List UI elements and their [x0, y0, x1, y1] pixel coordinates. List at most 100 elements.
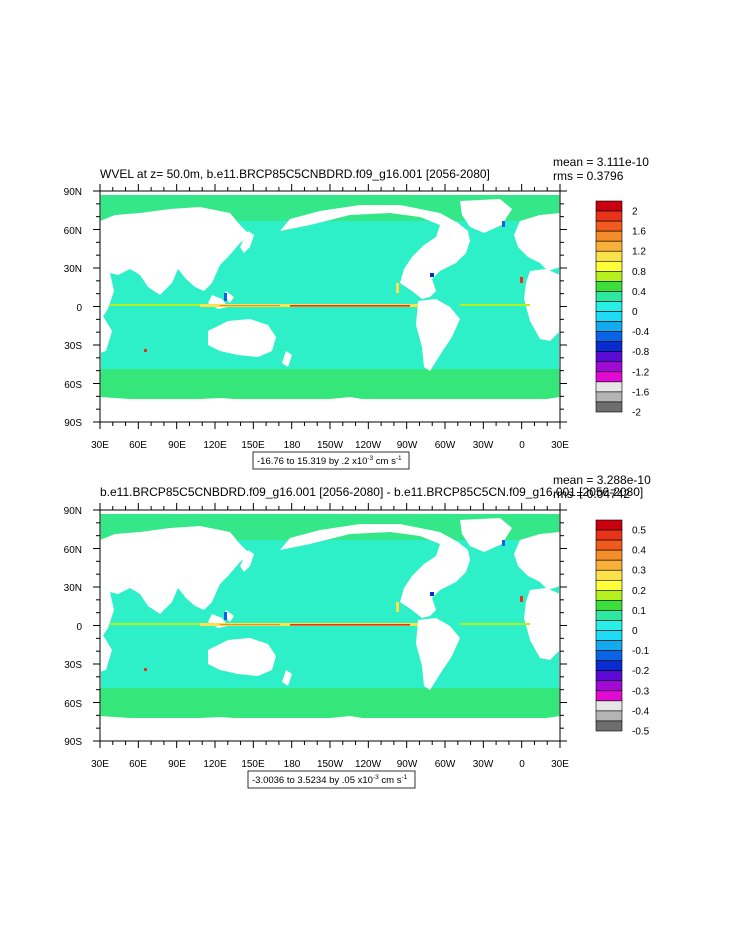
- colorbar-swatch: [595, 301, 623, 312]
- colorbar-swatch: [595, 331, 623, 342]
- panel-2-ticks: [93, 503, 567, 748]
- colorbar-swatch: [595, 401, 623, 413]
- colorbar-label: 0.8: [632, 267, 646, 278]
- lon-label: 30E: [551, 440, 569, 451]
- colorbar-label: 0.4: [632, 287, 646, 298]
- panel-2-mean: mean = 3.288e-10: [553, 473, 651, 487]
- colorbar-label: 0.5: [632, 526, 646, 537]
- panel-1-range-box: -16.76 to 15.319 by .2 x10-3 cm s-1: [252, 451, 410, 470]
- lat-label: 30S: [64, 341, 82, 352]
- colorbar-swatch: [595, 690, 623, 702]
- colorbar-swatch: [595, 391, 623, 403]
- lon-label: 150W: [317, 440, 344, 451]
- colorbar-swatch: [595, 650, 623, 661]
- lon-label: 150W: [317, 759, 344, 770]
- colorbar-swatch: [595, 361, 623, 373]
- colorbar-swatch: [595, 670, 623, 682]
- colorbar-swatch: [595, 321, 623, 332]
- lat-label: 30N: [64, 583, 82, 594]
- colorbar-label: -1.2: [632, 367, 650, 378]
- lon-label: 30E: [551, 759, 569, 770]
- colorbar-swatch: [595, 519, 623, 531]
- colorbar-swatch: [595, 620, 623, 631]
- lon-label: 0: [519, 440, 525, 451]
- lat-label: 90S: [64, 418, 82, 429]
- lat-label: 60N: [64, 226, 82, 237]
- colorbar-swatch: [595, 610, 623, 621]
- lon-label: 150E: [241, 440, 265, 451]
- colorbar-swatch: [595, 630, 623, 641]
- colorbar-label: -2: [632, 408, 641, 419]
- colorbar-swatch: [595, 640, 623, 651]
- lat-label: 90S: [64, 737, 82, 748]
- colorbar-label: -0.4: [632, 706, 650, 717]
- colorbar-swatch: [595, 381, 623, 393]
- lat-label: 60N: [64, 545, 82, 556]
- lon-label: 120E: [203, 440, 227, 451]
- colorbar-label: 1.2: [632, 247, 646, 258]
- colorbar-label: 1.6: [632, 227, 646, 238]
- panel-2-lon-axis: 30E 60E 90E 120E 150E 180 150W 120W 90W …: [91, 759, 569, 770]
- panel-1-title: WVEL at z= 50.0m, b.e11.BRCP85C5CNBDRD.f…: [100, 167, 490, 181]
- colorbar-swatch: [595, 291, 623, 302]
- panel-2-colorbar: 0.5 0.4 0.3 0.2 0.1 0 -0.1 -0.2 -0.3 -0.4 -0.5: [595, 519, 650, 738]
- lon-label: 30E: [91, 440, 109, 451]
- lon-label: 90E: [168, 440, 186, 451]
- colorbar-swatch: [595, 710, 623, 722]
- colorbar-swatch: [595, 371, 623, 383]
- colorbar-swatch: [595, 341, 623, 353]
- colorbar-swatch: [595, 529, 623, 541]
- colorbar-label: -0.1: [632, 646, 650, 657]
- colorbar-swatch: [595, 680, 623, 692]
- panel-2-range-label: -3.0036 to 3.5234 by .05 x10-3 cm s-1: [252, 774, 408, 786]
- lon-label: 30W: [473, 440, 494, 451]
- lon-label: 180: [284, 759, 301, 770]
- lon-label: 0: [519, 759, 525, 770]
- colorbar-swatch: [595, 660, 623, 672]
- colorbar-swatch: [595, 311, 623, 322]
- colorbar-swatch: [595, 240, 623, 252]
- colorbar-swatch: [595, 569, 623, 581]
- colorbar-label: 0.2: [632, 586, 646, 597]
- panel-1-mean: mean = 3.111e-10: [553, 155, 649, 169]
- lat-label: 0: [76, 303, 82, 314]
- lon-label: 90E: [168, 759, 186, 770]
- panel-1-rms: rms = 0.3796: [553, 169, 624, 183]
- colorbar-swatch: [595, 210, 623, 222]
- panel-2-range-box-frame: [247, 770, 416, 789]
- lon-label: 180: [284, 440, 301, 451]
- colorbar-label: 2: [632, 207, 638, 218]
- colorbar-swatch: [595, 579, 623, 591]
- lon-label: 60E: [129, 440, 147, 451]
- colorbar-swatch: [595, 351, 623, 363]
- colorbar-label: 0.3: [632, 566, 646, 577]
- colorbar-swatch: [595, 250, 623, 262]
- lat-label: 30S: [64, 660, 82, 671]
- panel-1-ticks: [93, 184, 567, 429]
- lon-label: 60W: [435, 759, 456, 770]
- colorbar-swatch: [595, 539, 623, 551]
- colorbar-swatch: [595, 260, 623, 272]
- colorbar-swatch: [595, 549, 623, 561]
- colorbar-swatch: [595, 559, 623, 571]
- panel-2-rms: rms = 0.04742: [553, 487, 630, 501]
- colorbar-label: 0: [632, 307, 638, 318]
- lat-label: 90N: [64, 187, 82, 198]
- colorbar-label: -1.6: [632, 387, 650, 398]
- lat-label: 0: [76, 622, 82, 633]
- colorbar-swatch: [595, 200, 623, 212]
- colorbar-swatch: [595, 281, 623, 292]
- panel-2-map: [100, 510, 560, 741]
- lon-label: 120E: [203, 759, 227, 770]
- lat-label: 60S: [64, 380, 82, 391]
- colorbar-swatch: [595, 600, 623, 611]
- lat-label: 30N: [64, 264, 82, 275]
- colorbar-swatch: [595, 230, 623, 242]
- colorbar-swatch: [595, 590, 623, 601]
- panel-2: mean = 3.288e-10 rms = 0.04742 b.e11.BRC…: [64, 473, 651, 789]
- colorbar-label: -0.5: [632, 727, 650, 738]
- panel-1-colorbar: 2 1.6 1.2 0.8 0.4 0 -0.4 -0.8 -1.2 -1.6 -2: [595, 200, 650, 419]
- lon-label: 120W: [355, 759, 382, 770]
- panel-1-map: [100, 191, 560, 422]
